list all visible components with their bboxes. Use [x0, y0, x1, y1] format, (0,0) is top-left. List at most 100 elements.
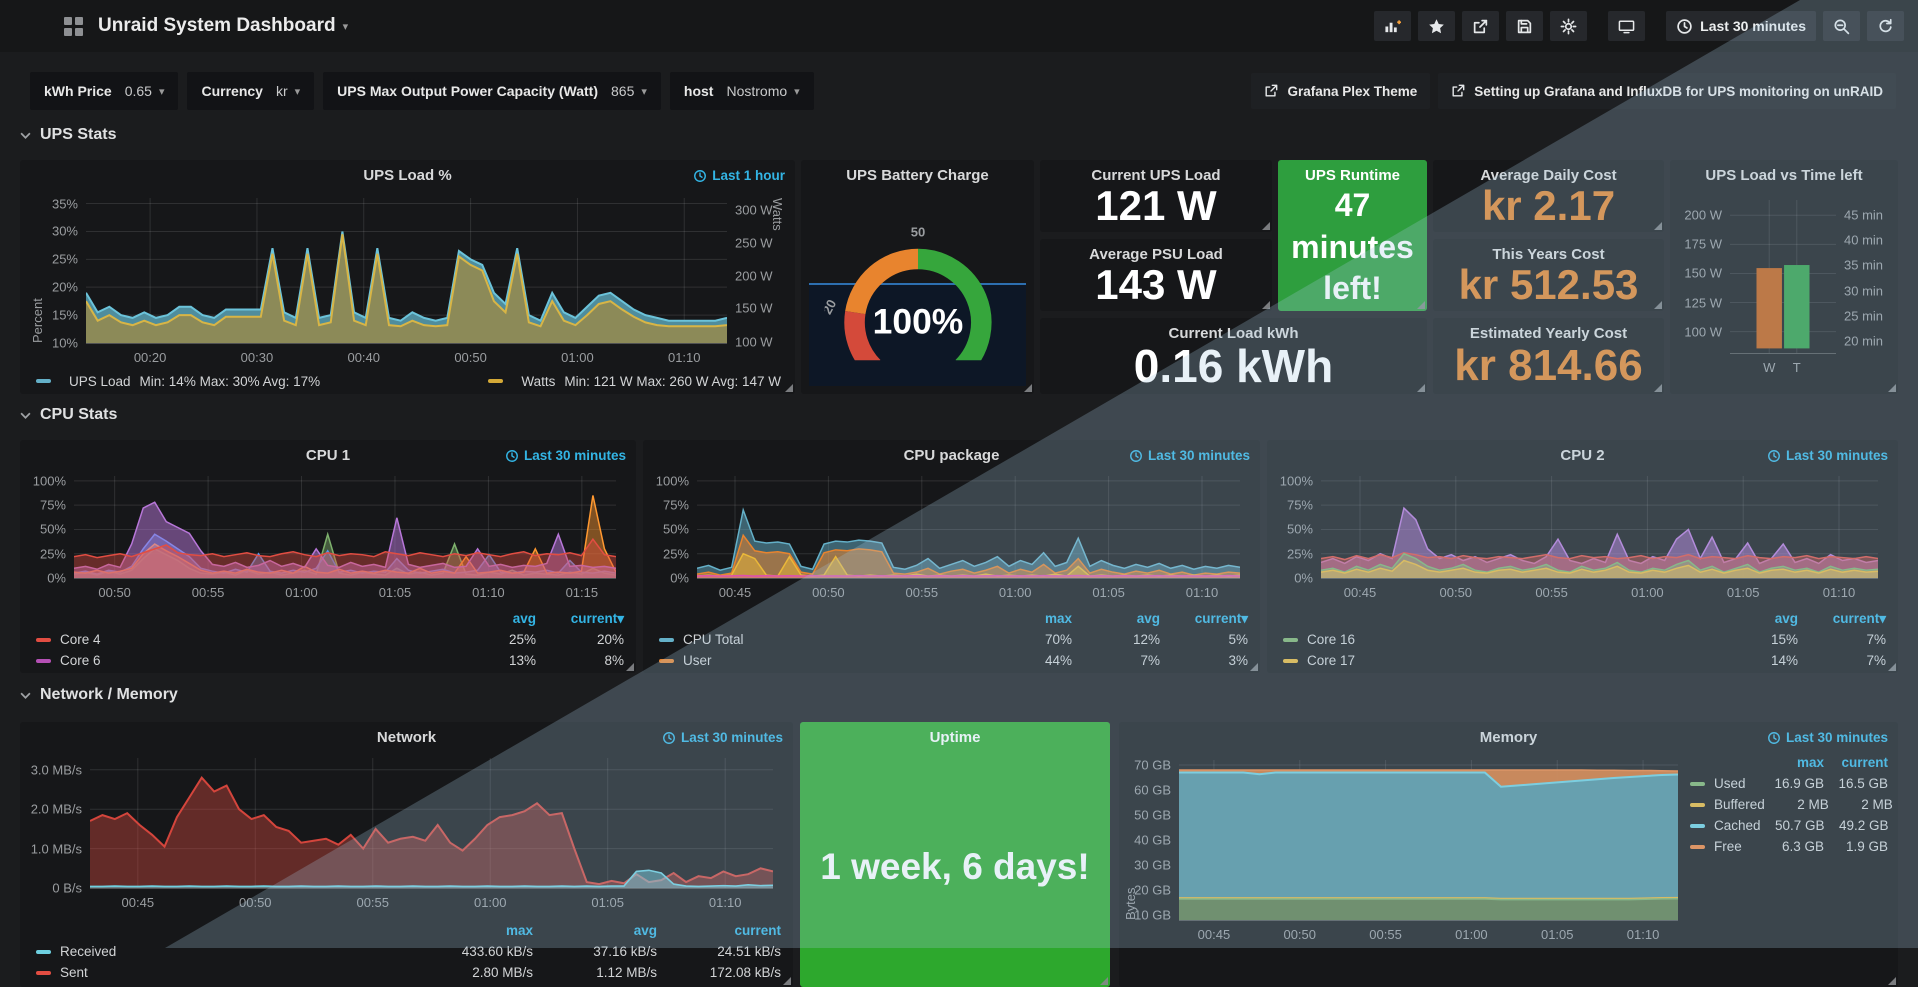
legend-row[interactable]: Received 433.60 kB/s 37.16 kB/s 24.51 kB/s	[36, 941, 781, 962]
series-color-dash	[36, 379, 51, 383]
legend-row[interactable]: Used 16.9 GB 16.5 GB	[1690, 773, 1888, 794]
panel-title[interactable]: Current UPS Load	[1091, 167, 1221, 184]
axis-tick: 25 min	[1844, 308, 1884, 324]
legend-header[interactable]: avg current▾	[512, 610, 624, 626]
link-grafana-influxdb-guide[interactable]: Setting up Grafana and InfluxDB for UPS …	[1438, 73, 1896, 109]
clock-icon	[506, 449, 518, 462]
legend-header[interactable]: max avg current▾	[1044, 610, 1248, 626]
memory-chart[interactable]: 70 GB 60 GB 50 GB 40 GB 30 GB 20 GB 10 GB 00:45…	[1123, 750, 1686, 947]
battery-gauge[interactable]: 02050100100%	[809, 188, 1026, 386]
legend-row[interactable]: Free 6.3 GB 1.9 GB	[1690, 836, 1888, 857]
legend-header[interactable]: max avg current	[505, 923, 781, 938]
ups-load-chart[interactable]: 35% 30% 25% 20% 15% 10% 300 W 250 W 200 W 150 W 10…	[24, 188, 791, 368]
save-button[interactable]	[1506, 11, 1544, 41]
cpu2-chart[interactable]: 100% 75% 50% 25% 0% 00:45 00:50 00:55 01:00 01:05…	[1271, 468, 1890, 603]
axis-tick: 00:30	[240, 350, 274, 365]
series-color-dash	[1283, 637, 1298, 642]
panel-cpu2: CPU 2 Last 30 minutes 100% 75% 50% 25% 0% 00:…	[1267, 440, 1898, 673]
plot-area[interactable]: 100% 75% 50% 25% 0% 00:45 00:50 00:55 01:00 01:05…	[656, 473, 1240, 600]
axis-tick: 00:55	[1369, 927, 1402, 942]
legend-row[interactable]: Cached 50.7 GB 49.2 GB	[1690, 815, 1889, 836]
variable-kwh-price[interactable]: kWh Price 0.65 ▾	[30, 72, 179, 110]
legend-row[interactable]: Core 17 14% 7%	[1283, 650, 1886, 671]
plot-area[interactable]: 100% 75% 50% 25% 0% 00:45 00:50 00:55 01:00 01:05…	[1280, 473, 1878, 600]
zoom-out-button[interactable]	[1823, 11, 1860, 41]
series-color-dash	[1690, 781, 1705, 786]
legend-item[interactable]: Watts Min: 121 W Max: 260 W Avg: 147 W	[488, 374, 781, 389]
plot-area[interactable]: 35% 30% 25% 20% 15% 10% 300 W 250 W 200 W 150 W 10…	[30, 196, 785, 365]
axis-tick: 2.0 MB/s	[30, 801, 82, 817]
legend-row[interactable]: Core 16 15% 7%	[1283, 629, 1886, 650]
variable-bar: kWh Price 0.65 ▾ Currency kr ▾ UPS Max O…	[0, 72, 1918, 110]
panel-title[interactable]: UPS Battery Charge	[846, 167, 989, 184]
time-range-button[interactable]: Last 30 minutes	[1666, 11, 1816, 41]
panel-title[interactable]: Current Load kWh	[1168, 325, 1299, 342]
axis-tick: 175 W	[1684, 236, 1722, 252]
axis-tick: 50%	[662, 521, 689, 537]
cpu1-chart[interactable]: 100% 75% 50% 25% 0% 00:50 00:55 01:00 01:05 01:10…	[24, 468, 628, 603]
link-grafana-plex-theme[interactable]: Grafana Plex Theme	[1251, 73, 1431, 109]
stat-value: kr 814.66	[1454, 341, 1643, 390]
axis-tick: 45 min	[1844, 207, 1884, 223]
share-button[interactable]	[1462, 11, 1500, 41]
plot-area[interactable]: 100% 75% 50% 25% 0% 00:50 00:55 01:00 01:05 01:10…	[33, 473, 616, 600]
panel-title[interactable]: UPS Runtime	[1304, 167, 1400, 184]
legend-header[interactable]: avg current▾	[1774, 610, 1886, 626]
add-panel-button[interactable]	[1374, 11, 1412, 41]
panel-title[interactable]: This Years Cost	[1492, 246, 1605, 263]
panel-title[interactable]: Memory	[1479, 729, 1538, 746]
legend-row[interactable]: User 44% 7% 3%	[659, 650, 1248, 671]
legend-row[interactable]: Sent 2.80 MB/s 1.12 MB/s 172.08 kB/s	[36, 962, 781, 983]
variable-ups-max-output[interactable]: UPS Max Output Power Capacity (Watt) 865…	[323, 72, 661, 110]
legend-row[interactable]: Buffered 2 MB 2 MB	[1690, 794, 1893, 815]
refresh-button[interactable]	[1867, 11, 1904, 41]
stat-value: kr 512.53	[1458, 261, 1639, 308]
load-vs-time-chart[interactable]: 200 W 175 W 150 W 125 W 100 W 45 min 40 min 35 …	[1674, 186, 1894, 384]
dashboard-grid-icon[interactable]	[64, 16, 83, 36]
panel-title[interactable]: Estimated Yearly Cost	[1469, 325, 1628, 342]
legend-header[interactable]: max current	[1796, 755, 1888, 770]
legend-row[interactable]: Core 4 25% 20%	[36, 629, 624, 650]
panel-estimated-yearly-cost: Estimated Yearly Cost kr 814.66	[1433, 318, 1664, 394]
plot-area[interactable]: 200 W 175 W 150 W 125 W 100 W 45 min 40 min 35 …	[1684, 200, 1883, 375]
legend-row[interactable]: Core 6 13% 8%	[36, 650, 624, 671]
series-color-dash	[659, 658, 674, 663]
section-cpu-stats[interactable]: CPU Stats	[20, 406, 117, 424]
settings-button[interactable]	[1550, 11, 1588, 41]
panel-title[interactable]: Uptime	[929, 729, 981, 746]
time-range-badge: Last 30 minutes	[1767, 448, 1888, 463]
panel-title[interactable]: Average PSU Load	[1089, 246, 1223, 263]
series-color-dash	[36, 949, 51, 954]
variable-currency[interactable]: Currency kr ▾	[187, 72, 315, 110]
panel-title[interactable]: Average Daily Cost	[1480, 167, 1617, 184]
axis-tick: 00:40	[347, 350, 381, 365]
star-button[interactable]	[1418, 11, 1456, 41]
panel-title[interactable]: UPS Load vs Time left	[1705, 167, 1863, 184]
network-chart[interactable]: 3.0 MB/s 2.0 MB/s 1.0 MB/s 0 B/s 00:45 00:50 0…	[24, 750, 785, 913]
legend-item[interactable]: UPS Load Min: 14% Max: 30% Avg: 17%	[36, 374, 320, 389]
panel-title[interactable]: UPS Load %	[363, 167, 452, 184]
plot-area[interactable]: 70 GB 60 GB 50 GB 40 GB 30 GB 20 GB 10 GB 00:45…	[1123, 757, 1678, 942]
panel-title[interactable]: CPU 1	[305, 447, 351, 464]
legend-row[interactable]: CPU Total 70% 12% 5%	[659, 629, 1248, 650]
cpu-package-chart[interactable]: 100% 75% 50% 25% 0% 00:45 00:50 00:55 01:00 01:05…	[647, 468, 1252, 603]
panel-title[interactable]: Network	[376, 729, 437, 746]
cycle-view-button[interactable]	[1608, 11, 1646, 41]
svg-text:20: 20	[824, 297, 839, 317]
section-ups-stats[interactable]: UPS Stats	[20, 126, 116, 144]
axis-tick: 70 GB	[1134, 757, 1171, 773]
panel-title[interactable]: CPU package	[903, 447, 1000, 464]
dashboard-title[interactable]: Unraid System Dashboard	[98, 15, 336, 36]
axis-tick: 25%	[1286, 546, 1313, 562]
axis-tick: 20 min	[1844, 333, 1884, 349]
panel-title[interactable]: CPU 2	[1560, 447, 1605, 464]
axis-label: Percent	[30, 298, 45, 343]
variable-host[interactable]: host Nostromo ▾	[669, 72, 814, 110]
axis-tick: 100 W	[1684, 324, 1722, 340]
section-network-memory[interactable]: Network / Memory	[20, 686, 178, 704]
variable-value: Nostromo	[726, 83, 788, 99]
axis-tick: 60 GB	[1134, 782, 1171, 798]
caret-down-icon: ▾	[342, 20, 349, 33]
plot-area[interactable]: 3.0 MB/s 2.0 MB/s 1.0 MB/s 0 B/s 00:45 00:50 0…	[31, 758, 773, 910]
time-range-badge: Last 1 hour	[693, 168, 785, 183]
